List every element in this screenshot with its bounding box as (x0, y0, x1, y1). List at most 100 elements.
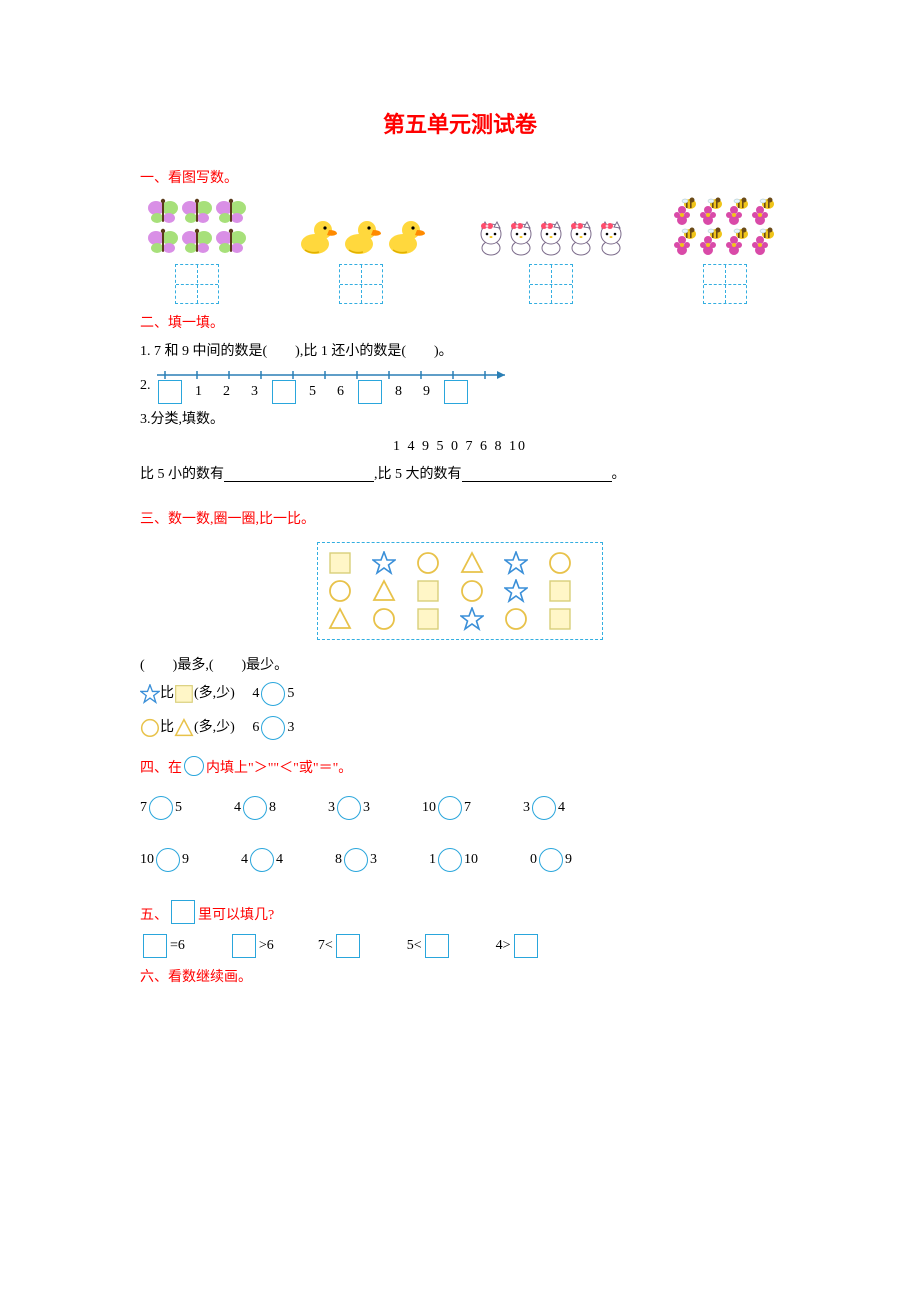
blank-circle[interactable] (344, 848, 368, 872)
blank-square[interactable] (425, 934, 449, 958)
compare-right: 4 (558, 798, 565, 818)
circle-icon (328, 579, 352, 603)
triangle-icon (372, 579, 396, 603)
blank-circle[interactable] (337, 796, 361, 820)
page-title: 第五单元测试卷 (140, 110, 780, 141)
number-line-label: 2 (213, 382, 241, 402)
blank-circle[interactable] (261, 682, 285, 706)
bee-icon (751, 226, 777, 256)
compare-right: 3 (370, 850, 377, 870)
shape-cell (416, 607, 460, 631)
shape-row (328, 577, 592, 605)
number-line-label: 6 (327, 382, 355, 402)
blank-circle[interactable] (261, 716, 285, 740)
butterflie-icon (180, 196, 214, 226)
shape-cell (504, 579, 548, 603)
blank-underline[interactable] (224, 467, 374, 482)
compare-left: 3 (523, 798, 530, 818)
compare-right: 9 (182, 850, 189, 870)
number-line-blank[interactable] (358, 380, 382, 404)
compare-left: 0 (530, 850, 537, 870)
shape-cell (504, 607, 548, 631)
blank-circle[interactable] (438, 796, 462, 820)
bee-icon (699, 196, 725, 226)
bee-icon (699, 226, 725, 256)
fill-pre: 5< (407, 936, 422, 956)
shape-row (328, 605, 592, 633)
number-line-blank[interactable] (444, 380, 468, 404)
kittie-icon (596, 220, 626, 256)
answer-box[interactable] (175, 264, 219, 304)
compare-left: 4 (234, 798, 241, 818)
blank-square[interactable] (232, 934, 256, 958)
star-icon (140, 684, 160, 704)
compare-right: 10 (464, 850, 478, 870)
butterflie-icon (180, 226, 214, 256)
s5-head-a: 五、 (140, 908, 168, 923)
triangle-icon (460, 551, 484, 575)
shape-cell (416, 579, 460, 603)
compare-item: 83 (335, 848, 377, 872)
square-icon (328, 551, 352, 575)
cmp-text: 3 (287, 718, 294, 738)
square-icon (171, 900, 195, 924)
section-4-head: 四、在内填上"＞""＜"或"＝"。 (140, 756, 780, 779)
fill-item: >6 (229, 934, 274, 958)
blank-square[interactable] (336, 934, 360, 958)
section-2-head: 二、填一填。 (140, 314, 780, 334)
bees-icons (670, 196, 780, 256)
butterflie-icon (214, 196, 248, 226)
blank-circle[interactable] (532, 796, 556, 820)
q2-1: 1. 7 和 9 中间的数是( ),比 1 还小的数是( )。 (140, 342, 780, 362)
bee-icon (673, 196, 699, 226)
number-line-blank[interactable] (272, 380, 296, 404)
circle-icon (372, 607, 396, 631)
shape-cell (460, 607, 504, 631)
compare-left: 8 (335, 850, 342, 870)
answer-box[interactable] (529, 264, 573, 304)
kittie-icon (566, 220, 596, 256)
shape-cell (328, 607, 372, 631)
s5-head-b: 里可以填几? (198, 908, 274, 923)
duck-icon (339, 216, 383, 256)
q3-cmp1: 比 (多,少) 4 5 (140, 682, 780, 706)
compare-left: 7 (140, 798, 147, 818)
q2-3-text-a: 比 5 小的数有 (140, 465, 224, 485)
q3-minmax: ( )最多,( )最少。 (140, 656, 780, 676)
fill-pre: 7< (318, 936, 333, 956)
square-icon (416, 579, 440, 603)
answer-box[interactable] (703, 264, 747, 304)
blank-circle[interactable] (156, 848, 180, 872)
compare-left: 10 (422, 798, 436, 818)
q2-2: 2. 1235689 (140, 368, 780, 404)
blank-square[interactable] (514, 934, 538, 958)
compare-right: 7 (464, 798, 471, 818)
number-line-blank[interactable] (158, 380, 182, 404)
kittie-icon (536, 220, 566, 256)
circle-icon (548, 551, 572, 575)
answer-box[interactable] (339, 264, 383, 304)
cmp-text: 比 (160, 718, 174, 738)
section-5-head: 五、 里可以填几? (140, 900, 780, 926)
blank-circle[interactable] (149, 796, 173, 820)
blank-circle[interactable] (250, 848, 274, 872)
number-line: 1235689 (155, 368, 515, 404)
compare-left: 3 (328, 798, 335, 818)
compare-right: 4 (276, 850, 283, 870)
star-icon (460, 607, 484, 631)
blank-circle[interactable] (243, 796, 267, 820)
compare-left: 10 (140, 850, 154, 870)
s5-row: =6>67<5<4> (140, 934, 780, 958)
blank-underline[interactable] (462, 467, 612, 482)
group-butterflies (140, 196, 254, 304)
star-icon (372, 551, 396, 575)
fill-pre: 4> (496, 936, 511, 956)
circle-icon (460, 579, 484, 603)
s4-row2: 109448311009 (140, 848, 780, 882)
blank-circle[interactable] (539, 848, 563, 872)
blank-square[interactable] (143, 934, 167, 958)
circle-icon (416, 551, 440, 575)
s4-head-b: 内填上"＞""＜"或"＝"。 (206, 761, 352, 776)
blank-circle[interactable] (438, 848, 462, 872)
bee-icon (751, 196, 777, 226)
